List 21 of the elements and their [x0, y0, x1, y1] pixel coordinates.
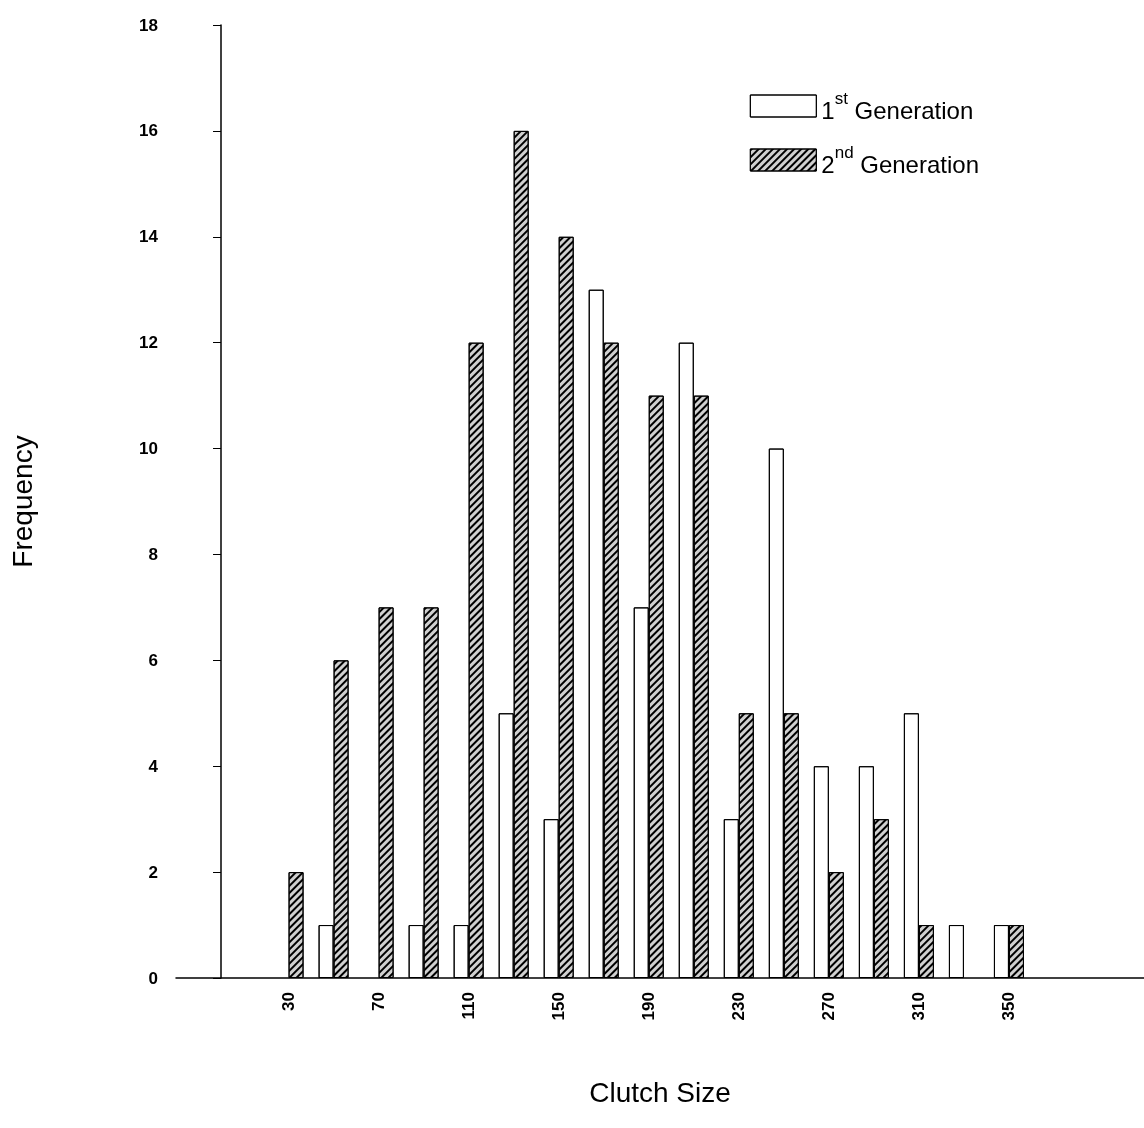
x-tick-label: 30 — [279, 992, 299, 1011]
y-tick-label: 4 — [148, 756, 159, 776]
x-tick-label: 350 — [999, 992, 1019, 1021]
x-tick-label: 110 — [459, 992, 479, 1020]
y-tick-label: 16 — [139, 121, 158, 141]
y-tick-label: 8 — [148, 544, 158, 564]
y-tick-label: 6 — [148, 650, 158, 670]
y-axis-title: Frequency — [6, 435, 38, 568]
x-axis-title: Clutch Size — [589, 1076, 731, 1108]
x-tick-label: 190 — [639, 992, 659, 1021]
x-tick-label: 150 — [549, 992, 569, 1021]
y-tick-label: 12 — [139, 333, 158, 353]
x-tick-label: 310 — [909, 992, 929, 1021]
x-tick-label: 270 — [819, 992, 839, 1021]
y-tick-label: 0 — [148, 968, 158, 988]
x-tick-label: 230 — [729, 992, 749, 1021]
y-tick-label: 18 — [139, 15, 158, 35]
y-tick-label: 2 — [148, 862, 158, 882]
y-tick-label: 10 — [139, 439, 158, 459]
y-tick-label: 14 — [139, 227, 159, 247]
x-tick-label: 70 — [369, 992, 389, 1011]
